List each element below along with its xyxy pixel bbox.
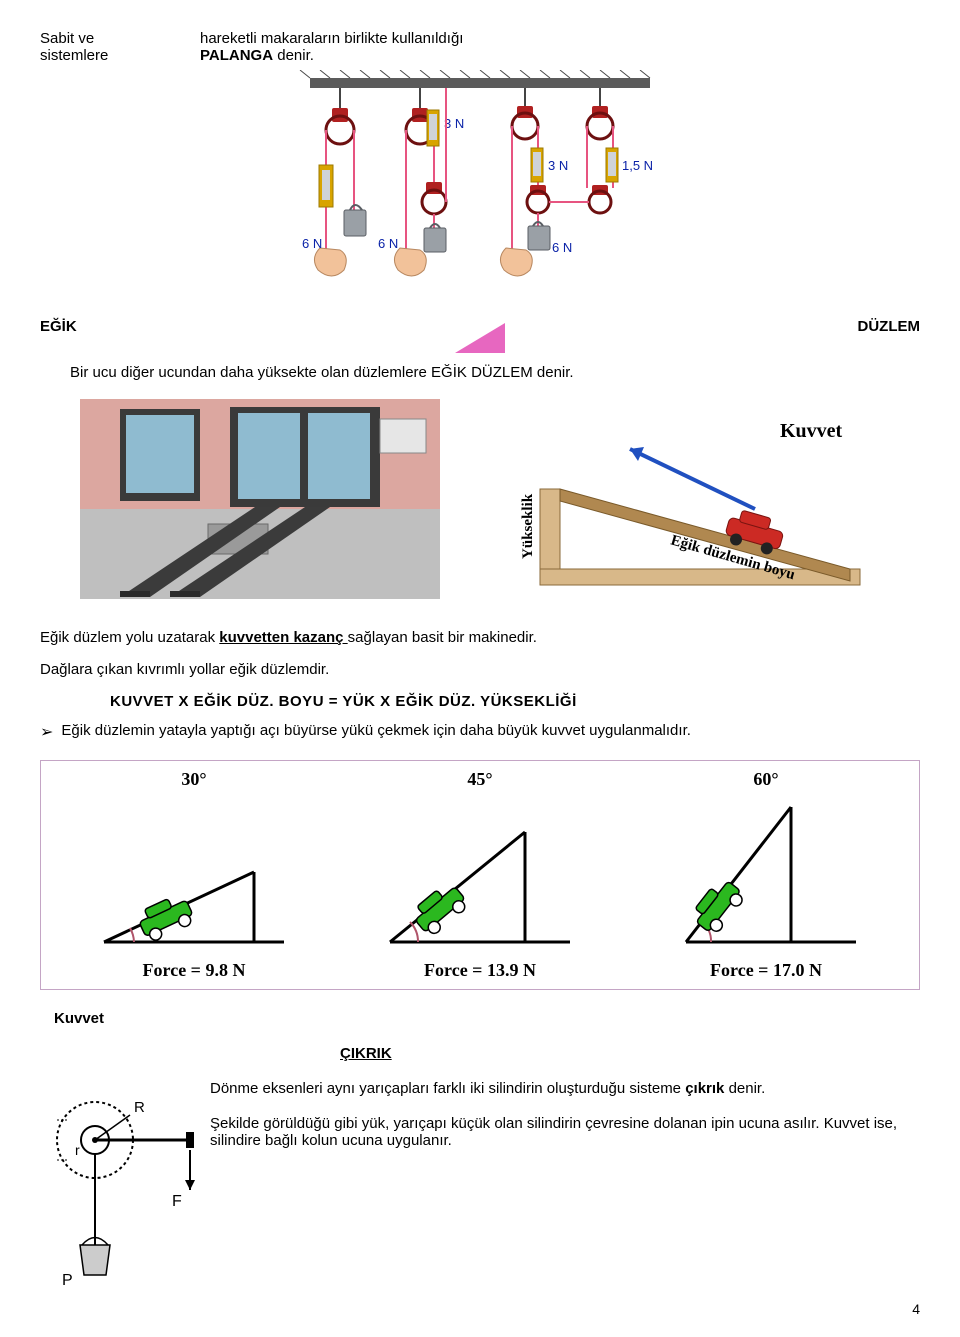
cikrik-title: ÇIKRIK xyxy=(340,1045,920,1062)
intro-right-line1: hareketli makaraların birlikte kullanıld… xyxy=(200,30,920,47)
incline-diagram: Kuvvet Yükseklik Eğik düzlemin boyu xyxy=(520,399,880,599)
intro-right: hareketli makaraların birlikte kullanıld… xyxy=(200,30,920,64)
photos-row: Kuvvet Yükseklik Eğik düzlemin boyu xyxy=(40,399,920,599)
cikrik-p1-pre: Dönme eksenleri aynı yarıçapları farklı … xyxy=(210,1080,685,1097)
deg-60: 60° xyxy=(656,769,876,790)
egik-right: DÜZLEM xyxy=(800,318,920,335)
svg-text:6 N: 6 N xyxy=(378,236,398,251)
deg-45: 45° xyxy=(370,769,590,790)
cikrik-text: Dönme eksenleri aynı yarıçapları farklı … xyxy=(200,1080,920,1167)
egik-left: EĞİK xyxy=(40,318,160,335)
force-45: Force = 13.9 N xyxy=(370,960,590,981)
p1-post: sağlayan basit bir makinedir. xyxy=(348,629,537,646)
ramp-photo xyxy=(80,399,440,599)
deg-30: 30° xyxy=(84,769,304,790)
svg-text:6 N: 6 N xyxy=(552,240,572,255)
svg-text:6 N: 6 N xyxy=(302,236,322,251)
cikrik-p2: Şekilde görüldüğü gibi yük, yarıçapı küç… xyxy=(210,1115,920,1149)
force-30: Force = 9.8 N xyxy=(84,960,304,981)
egik-header-row: EĞİK DÜZLEM xyxy=(40,318,920,358)
kuvvet-label: Kuvvet xyxy=(54,1010,920,1027)
palanga-word: PALANGA xyxy=(200,47,273,64)
svg-text:Kuvvet: Kuvvet xyxy=(780,420,843,442)
cikrik-p1-bold: çıkrık xyxy=(685,1080,724,1097)
cikrik-p1-post: denir. xyxy=(724,1080,765,1097)
formula: KUVVET X EĞİK DÜZ. BOYU = YÜK X EĞİK DÜZ… xyxy=(110,693,920,710)
p1-pre: Eğik düzlem yolu uzatarak xyxy=(40,629,219,646)
svg-text:Yükseklik: Yükseklik xyxy=(520,493,536,559)
egik-sentence: Bir ucu diğer ucundan daha yüksekte olan… xyxy=(70,364,920,381)
palanga-figure: 6 N 3 N 6 N xyxy=(40,70,920,300)
angle-col-30: 30° Force = 9.8 N xyxy=(84,769,304,981)
intro-left-line1: Sabit ve xyxy=(40,30,200,47)
angle-col-45: 45° Force = 13.9 N xyxy=(370,769,590,981)
svg-text:r: r xyxy=(75,1142,80,1158)
body-p2: Dağlara çıkan kıvrımlı yollar eğik düzle… xyxy=(40,661,920,678)
intro-left: Sabit ve sistemlere xyxy=(40,30,200,64)
p1-underline: kuvvetten kazanç xyxy=(219,629,347,646)
svg-text:F: F xyxy=(172,1193,182,1210)
egik-triangle xyxy=(160,318,800,358)
svg-text:3 N: 3 N xyxy=(444,116,464,131)
cikrik-block: R r F P Dönme eksenleri aynı yarıçapları… xyxy=(40,1080,920,1294)
intro-row: Sabit ve sistemlere hareketli makaraları… xyxy=(40,30,920,64)
svg-text:1,5 N: 1,5 N xyxy=(622,158,653,173)
angle-col-60: 60° Force = 17.0 N xyxy=(656,769,876,981)
intro-left-line2: sistemlere xyxy=(40,47,200,64)
svg-text:3 N: 3 N xyxy=(548,158,568,173)
intro-right-line2: denir. xyxy=(273,47,314,64)
svg-text:R: R xyxy=(134,1099,145,1116)
bullet-text: Eğik düzlemin yatayla yaptığı açı büyürs… xyxy=(61,722,691,739)
svg-text:P: P xyxy=(62,1272,73,1289)
force-60: Force = 17.0 N xyxy=(656,960,876,981)
bullet-row: ➢ Eğik düzlemin yatayla yaptığı açı büyü… xyxy=(40,722,920,744)
angle-diagrams: 30° Force = 9.8 N 45° xyxy=(40,760,920,990)
bullet-arrow-icon: ➢ xyxy=(40,722,53,744)
cikrik-svg: R r F P xyxy=(40,1080,200,1294)
page-number: 4 xyxy=(912,1301,920,1317)
body-p1: Eğik düzlem yolu uzatarak kuvvetten kaza… xyxy=(40,629,920,646)
